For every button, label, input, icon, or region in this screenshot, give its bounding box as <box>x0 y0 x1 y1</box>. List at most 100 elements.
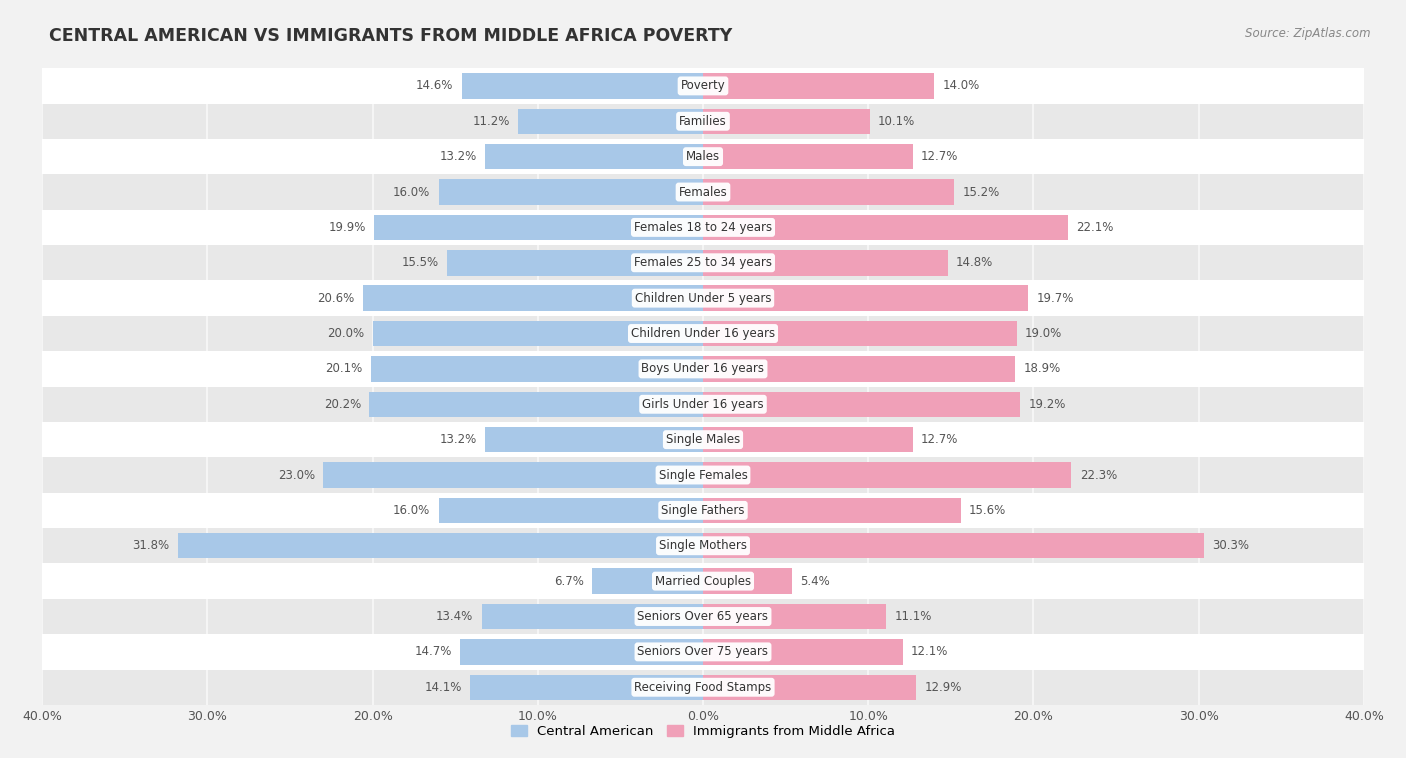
Bar <box>42 599 1364 634</box>
Bar <box>323 462 703 487</box>
Text: 10.1%: 10.1% <box>879 114 915 128</box>
Text: 18.9%: 18.9% <box>1024 362 1060 375</box>
Bar <box>42 174 1364 210</box>
Bar <box>42 139 1364 174</box>
Bar <box>42 316 1364 351</box>
Text: Females: Females <box>679 186 727 199</box>
Bar <box>42 563 1364 599</box>
Bar <box>703 215 1069 240</box>
Bar <box>42 104 1364 139</box>
Text: 22.3%: 22.3% <box>1080 468 1116 481</box>
Bar <box>374 215 703 240</box>
Text: Males: Males <box>686 150 720 163</box>
Text: 20.2%: 20.2% <box>323 398 361 411</box>
Bar <box>363 286 703 311</box>
Bar <box>42 457 1364 493</box>
Text: CENTRAL AMERICAN VS IMMIGRANTS FROM MIDDLE AFRICA POVERTY: CENTRAL AMERICAN VS IMMIGRANTS FROM MIDD… <box>49 27 733 45</box>
Bar <box>703 427 912 453</box>
Text: 13.4%: 13.4% <box>436 610 474 623</box>
Bar <box>703 321 1017 346</box>
Text: 12.1%: 12.1% <box>911 645 949 659</box>
Bar <box>371 356 703 381</box>
Bar <box>470 675 703 700</box>
Bar <box>373 321 703 346</box>
Bar <box>703 604 886 629</box>
Text: Single Fathers: Single Fathers <box>661 504 745 517</box>
Text: 20.6%: 20.6% <box>318 292 354 305</box>
Bar <box>703 356 1015 381</box>
Text: Seniors Over 75 years: Seniors Over 75 years <box>637 645 769 659</box>
Bar <box>177 533 703 559</box>
Text: 15.6%: 15.6% <box>969 504 1007 517</box>
Legend: Central American, Immigrants from Middle Africa: Central American, Immigrants from Middle… <box>506 719 900 743</box>
Bar <box>485 144 703 169</box>
Text: Families: Families <box>679 114 727 128</box>
Bar <box>460 639 703 665</box>
Text: 14.0%: 14.0% <box>942 80 980 92</box>
Bar <box>703 533 1204 559</box>
Bar <box>485 427 703 453</box>
Text: 22.1%: 22.1% <box>1077 221 1114 234</box>
Bar <box>703 144 912 169</box>
Text: Single Mothers: Single Mothers <box>659 539 747 553</box>
Bar <box>703 108 870 134</box>
Text: 11.1%: 11.1% <box>894 610 932 623</box>
Text: 12.9%: 12.9% <box>924 681 962 694</box>
Bar <box>703 250 948 275</box>
Text: Boys Under 16 years: Boys Under 16 years <box>641 362 765 375</box>
Text: 13.2%: 13.2% <box>440 150 477 163</box>
Text: 12.7%: 12.7% <box>921 433 959 446</box>
Bar <box>703 462 1071 487</box>
Bar <box>42 68 1364 104</box>
Bar <box>42 351 1364 387</box>
Text: 31.8%: 31.8% <box>132 539 169 553</box>
Bar <box>592 568 703 594</box>
Text: 19.0%: 19.0% <box>1025 327 1063 340</box>
Text: 14.7%: 14.7% <box>415 645 451 659</box>
Text: Girls Under 16 years: Girls Under 16 years <box>643 398 763 411</box>
Text: 16.0%: 16.0% <box>394 186 430 199</box>
Text: Children Under 16 years: Children Under 16 years <box>631 327 775 340</box>
Text: Females 25 to 34 years: Females 25 to 34 years <box>634 256 772 269</box>
Text: Children Under 5 years: Children Under 5 years <box>634 292 772 305</box>
Text: 12.7%: 12.7% <box>921 150 959 163</box>
Bar <box>703 639 903 665</box>
Text: Married Couples: Married Couples <box>655 575 751 587</box>
Bar <box>42 422 1364 457</box>
Text: Poverty: Poverty <box>681 80 725 92</box>
Bar <box>42 634 1364 669</box>
Bar <box>703 568 792 594</box>
Text: 13.2%: 13.2% <box>440 433 477 446</box>
Bar <box>42 528 1364 563</box>
Text: 5.4%: 5.4% <box>800 575 830 587</box>
Text: 19.2%: 19.2% <box>1028 398 1066 411</box>
Text: 14.1%: 14.1% <box>425 681 461 694</box>
Bar <box>461 74 703 99</box>
Text: Single Males: Single Males <box>666 433 740 446</box>
Text: Females 18 to 24 years: Females 18 to 24 years <box>634 221 772 234</box>
Text: 15.2%: 15.2% <box>962 186 1000 199</box>
Text: Source: ZipAtlas.com: Source: ZipAtlas.com <box>1246 27 1371 39</box>
Text: Receiving Food Stamps: Receiving Food Stamps <box>634 681 772 694</box>
Text: 14.8%: 14.8% <box>956 256 993 269</box>
Text: 15.5%: 15.5% <box>402 256 439 269</box>
Text: 20.1%: 20.1% <box>325 362 363 375</box>
Text: 23.0%: 23.0% <box>277 468 315 481</box>
Bar <box>703 74 934 99</box>
Bar <box>703 286 1028 311</box>
Bar <box>42 280 1364 316</box>
Text: 20.0%: 20.0% <box>328 327 364 340</box>
Text: Seniors Over 65 years: Seniors Over 65 years <box>637 610 769 623</box>
Text: 11.2%: 11.2% <box>472 114 510 128</box>
Text: 30.3%: 30.3% <box>1212 539 1249 553</box>
Bar <box>703 675 917 700</box>
Bar <box>447 250 703 275</box>
Bar <box>703 498 960 523</box>
Text: 16.0%: 16.0% <box>394 504 430 517</box>
Text: 19.9%: 19.9% <box>329 221 366 234</box>
Text: 19.7%: 19.7% <box>1036 292 1074 305</box>
Bar <box>42 493 1364 528</box>
Text: Single Females: Single Females <box>658 468 748 481</box>
Bar <box>439 498 703 523</box>
Bar <box>42 387 1364 422</box>
